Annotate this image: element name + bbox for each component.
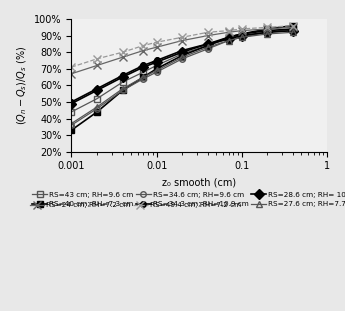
RS=43 cm; RH=9.6 cm	[206, 44, 210, 47]
Line: RS=27.6 cm; RH=7.7 cm: RS=27.6 cm; RH=7.7 cm	[68, 29, 296, 127]
RS=34.6 cm; RH=9.6 cm	[155, 70, 159, 74]
RS=49.4 cm; RH=7.2 cm	[121, 50, 125, 54]
RS=49.4 cm; RH=7.2 cm	[291, 24, 295, 27]
RS=43 cm; RH=9.6 cm	[95, 97, 99, 100]
RS=40 cm; RH=7.3 cm	[155, 67, 159, 71]
RS=40 cm; RH=7.3 cm	[141, 75, 146, 79]
RS=34.3 cm; RH=10.9 cm	[265, 29, 269, 32]
RS=28.6 cm; RH= 10.5 cm	[121, 75, 125, 79]
Y-axis label: $(Q_n-Q_s)/Q_s$ (%): $(Q_n-Q_s)/Q_s$ (%)	[15, 46, 29, 125]
RS=34.3 cm; RH=10.9 cm	[121, 74, 125, 77]
RS=27.6 cm; RH=7.7 cm	[155, 69, 159, 72]
RS=28.6 cm; RH= 10.5 cm	[206, 42, 210, 46]
RS=34.6 cm; RH=9.6 cm	[69, 123, 73, 127]
RS=34.6 cm; RH=9.6 cm	[226, 39, 230, 42]
RS=28.6 cm; RH= 10.5 cm	[240, 34, 244, 37]
RS=43 cm; RH=9.6 cm	[180, 52, 184, 56]
RS=27.6 cm; RH=7.7 cm	[121, 87, 125, 91]
RS=34.3 cm; RH=10.9 cm	[291, 27, 295, 31]
RS=27.6 cm; RH=7.7 cm	[141, 75, 146, 79]
RS=49.4 cm; RH=7.2 cm	[155, 40, 159, 44]
RS=34.6 cm; RH=9.6 cm	[180, 57, 184, 61]
RS=34.3 cm; RH=10.9 cm	[155, 59, 159, 63]
Line: RS=28.6 cm; RH= 10.5 cm: RS=28.6 cm; RH= 10.5 cm	[68, 27, 296, 107]
RS=34.6 cm; RH=9.6 cm	[141, 77, 146, 81]
RS=43 cm; RH=9.6 cm	[155, 64, 159, 67]
RS=27.6 cm; RH=7.7 cm	[69, 122, 73, 125]
RS=40 cm; RH=7.3 cm	[206, 44, 210, 47]
RS=27.6 cm; RH=7.7 cm	[206, 45, 210, 49]
Legend: RS=24 cm; RH=7.2 cm, RS=49.4 cm; RH=7.2 cm: RS=24 cm; RH=7.2 cm, RS=49.4 cm; RH=7.2 …	[27, 199, 244, 211]
RS=34.3 cm; RH=10.9 cm	[69, 100, 73, 104]
RS=27.6 cm; RH=7.7 cm	[291, 30, 295, 34]
RS=43 cm; RH=9.6 cm	[121, 80, 125, 84]
RS=34.3 cm; RH=10.9 cm	[180, 49, 184, 52]
RS=34.6 cm; RH=9.6 cm	[206, 47, 210, 51]
RS=40 cm; RH=7.3 cm	[69, 128, 73, 132]
Line: RS=24 cm; RH=7.2 cm: RS=24 cm; RH=7.2 cm	[67, 23, 297, 78]
RS=34.6 cm; RH=9.6 cm	[265, 30, 269, 34]
RS=28.6 cm; RH= 10.5 cm	[95, 89, 99, 92]
RS=24 cm; RH=7.2 cm	[121, 55, 125, 59]
RS=43 cm; RH=9.6 cm	[226, 37, 230, 41]
RS=40 cm; RH=7.3 cm	[265, 27, 269, 31]
RS=34.3 cm; RH=10.9 cm	[206, 42, 210, 46]
RS=28.6 cm; RH= 10.5 cm	[291, 29, 295, 32]
RS=40 cm; RH=7.3 cm	[121, 89, 125, 92]
RS=49.4 cm; RH=7.2 cm	[206, 30, 210, 34]
RS=24 cm; RH=7.2 cm	[69, 72, 73, 76]
Line: RS=49.4 cm; RH=7.2 cm: RS=49.4 cm; RH=7.2 cm	[67, 21, 297, 71]
RS=43 cm; RH=9.6 cm	[265, 30, 269, 34]
RS=28.6 cm; RH= 10.5 cm	[180, 50, 184, 54]
RS=40 cm; RH=7.3 cm	[95, 110, 99, 114]
Line: RS=34.3 cm; RH=10.9 cm: RS=34.3 cm; RH=10.9 cm	[69, 26, 296, 105]
RS=40 cm; RH=7.3 cm	[291, 24, 295, 27]
RS=27.6 cm; RH=7.7 cm	[226, 39, 230, 42]
RS=24 cm; RH=7.2 cm	[291, 26, 295, 29]
RS=28.6 cm; RH= 10.5 cm	[265, 30, 269, 34]
RS=49.4 cm; RH=7.2 cm	[240, 27, 244, 31]
RS=24 cm; RH=7.2 cm	[226, 30, 230, 34]
RS=34.3 cm; RH=10.9 cm	[141, 64, 146, 67]
RS=43 cm; RH=9.6 cm	[141, 70, 146, 74]
RS=43 cm; RH=9.6 cm	[240, 34, 244, 37]
RS=49.4 cm; RH=7.2 cm	[141, 44, 146, 47]
RS=34.6 cm; RH=9.6 cm	[121, 89, 125, 92]
RS=34.6 cm; RH=9.6 cm	[291, 29, 295, 32]
Line: RS=43 cm; RH=9.6 cm: RS=43 cm; RH=9.6 cm	[69, 26, 296, 115]
Line: RS=40 cm; RH=7.3 cm: RS=40 cm; RH=7.3 cm	[69, 23, 296, 133]
RS=24 cm; RH=7.2 cm	[206, 34, 210, 37]
RS=27.6 cm; RH=7.7 cm	[240, 35, 244, 39]
RS=43 cm; RH=9.6 cm	[291, 27, 295, 31]
RS=34.3 cm; RH=10.9 cm	[226, 35, 230, 39]
RS=49.4 cm; RH=7.2 cm	[69, 65, 73, 69]
RS=24 cm; RH=7.2 cm	[240, 29, 244, 32]
RS=28.6 cm; RH= 10.5 cm	[69, 102, 73, 105]
RS=24 cm; RH=7.2 cm	[95, 64, 99, 67]
RS=28.6 cm; RH= 10.5 cm	[155, 60, 159, 64]
RS=49.4 cm; RH=7.2 cm	[95, 57, 99, 61]
RS=34.3 cm; RH=10.9 cm	[240, 32, 244, 36]
RS=28.6 cm; RH= 10.5 cm	[141, 65, 146, 69]
RS=27.6 cm; RH=7.7 cm	[265, 32, 269, 36]
RS=49.4 cm; RH=7.2 cm	[265, 26, 269, 29]
RS=34.3 cm; RH=10.9 cm	[95, 87, 99, 91]
RS=49.4 cm; RH=7.2 cm	[226, 29, 230, 32]
RS=34.6 cm; RH=9.6 cm	[95, 107, 99, 110]
RS=24 cm; RH=7.2 cm	[155, 45, 159, 49]
RS=43 cm; RH=9.6 cm	[69, 110, 73, 114]
RS=24 cm; RH=7.2 cm	[141, 49, 146, 52]
RS=27.6 cm; RH=7.7 cm	[95, 105, 99, 109]
RS=49.4 cm; RH=7.2 cm	[180, 35, 184, 39]
RS=28.6 cm; RH= 10.5 cm	[226, 37, 230, 41]
Line: RS=34.6 cm; RH=9.6 cm: RS=34.6 cm; RH=9.6 cm	[69, 28, 296, 128]
RS=24 cm; RH=7.2 cm	[265, 27, 269, 31]
RS=24 cm; RH=7.2 cm	[180, 39, 184, 42]
X-axis label: z₀ smooth (cm): z₀ smooth (cm)	[162, 177, 236, 187]
RS=34.6 cm; RH=9.6 cm	[240, 35, 244, 39]
RS=40 cm; RH=7.3 cm	[240, 32, 244, 36]
RS=27.6 cm; RH=7.7 cm	[180, 55, 184, 59]
RS=40 cm; RH=7.3 cm	[180, 53, 184, 57]
RS=40 cm; RH=7.3 cm	[226, 35, 230, 39]
